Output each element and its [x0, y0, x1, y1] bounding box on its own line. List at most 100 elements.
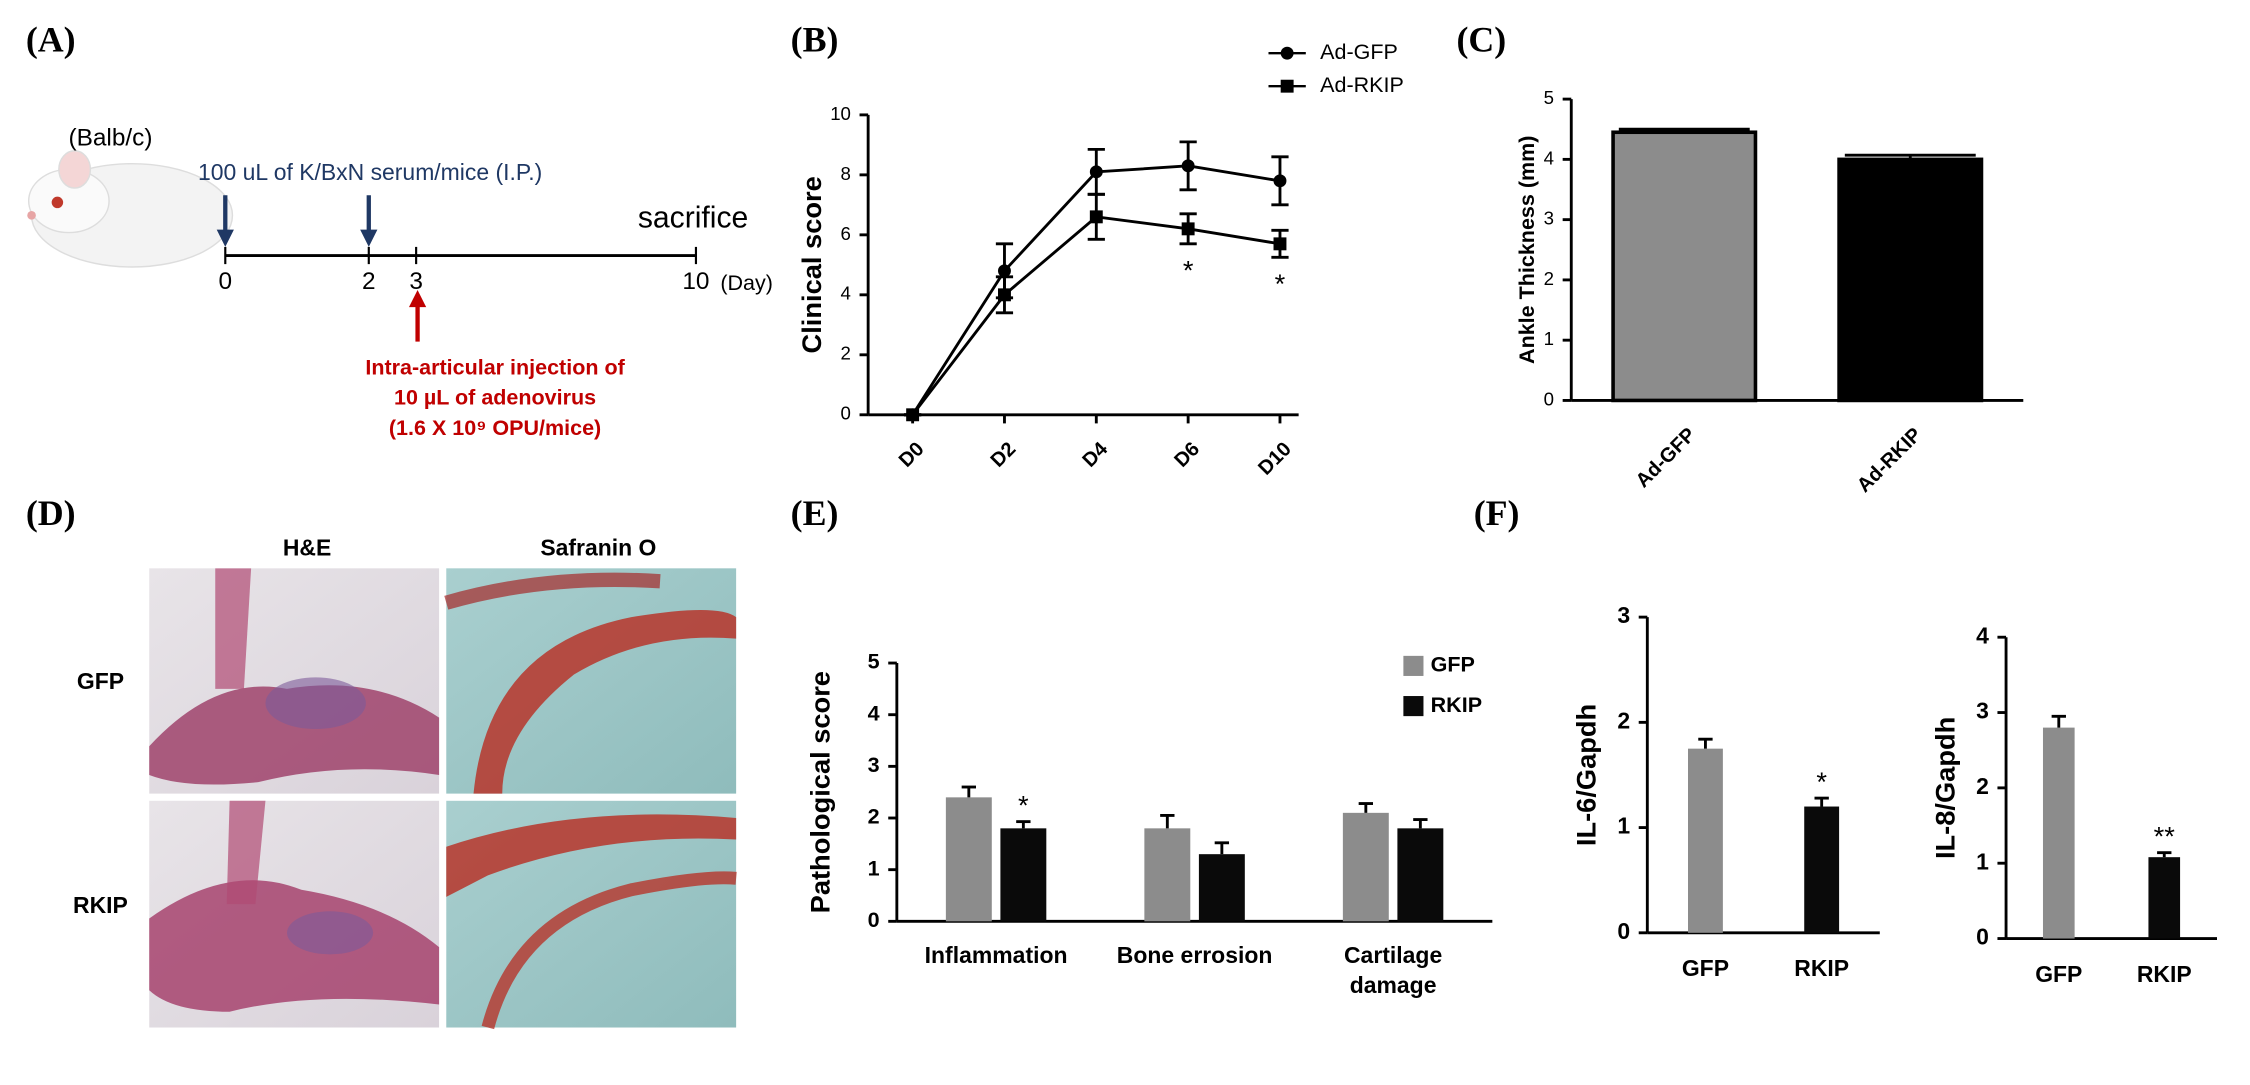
injection-text: 10 µL of adenovirus — [394, 386, 596, 410]
histology-he-rkip — [149, 800, 440, 1028]
point — [906, 408, 920, 422]
bar — [1688, 748, 1723, 933]
bar — [1397, 828, 1444, 922]
bar — [1000, 828, 1047, 922]
x-tick-label: D4 — [1078, 437, 1112, 471]
y-tick-label: 10 — [830, 103, 851, 124]
legend-label: Ad-RKIP — [1320, 73, 1404, 97]
x-tick-label: RKIP — [2137, 961, 2192, 987]
y-tick-label: 5 — [1544, 87, 1554, 108]
point — [1089, 210, 1103, 224]
y-tick-label: 0 — [1617, 918, 1630, 944]
legend-label: GFP — [1431, 653, 1475, 677]
legend-label: RKIP — [1431, 693, 1482, 717]
bar — [945, 797, 992, 922]
bar — [1611, 130, 1758, 403]
significance-label: * — [1816, 766, 1827, 797]
injection-arrow — [408, 289, 427, 342]
panel-label: (F) — [1474, 493, 1520, 533]
point — [1273, 237, 1287, 251]
row-label: GFP — [77, 668, 124, 694]
y-tick-label: 0 — [841, 403, 851, 424]
legend-marker — [1280, 46, 1294, 60]
x-tick-label: Ad-GFP — [1632, 424, 1700, 492]
serum-label: 100 uL of K/BxN serum/mice (I.P.) — [198, 159, 542, 185]
panel-label: (B) — [791, 19, 839, 59]
y-tick-label: 6 — [841, 223, 851, 244]
x-tick-label-box: Inflammation — [924, 944, 1068, 969]
histology-so-gfp — [444, 568, 737, 794]
x-tick-label: Inflammation — [924, 944, 1068, 969]
series-line — [911, 215, 1281, 416]
x-tick-label: Bone errosion — [1116, 944, 1273, 969]
bar — [2042, 727, 2075, 939]
y-tick-label: 4 — [1976, 622, 1989, 648]
day-label: 2 — [362, 268, 376, 295]
x-tick-label: D10 — [1254, 438, 1296, 480]
day-label: 3 — [409, 268, 423, 295]
serum-arrows — [216, 195, 378, 247]
histology-he-gfp — [149, 568, 440, 794]
day-unit: (Day) — [720, 271, 773, 295]
y-tick-label: 3 — [868, 753, 880, 777]
y-tick-label: 8 — [841, 163, 851, 184]
panel-label: (E) — [791, 493, 839, 533]
x-tick-label: D0 — [895, 438, 929, 472]
y-tick-label: 4 — [868, 701, 880, 725]
significance-label: * — [1275, 268, 1286, 299]
mouse-label: (Balb/c) — [68, 125, 152, 152]
point — [998, 264, 1011, 278]
point — [1181, 159, 1195, 173]
timeline-ticks — [224, 246, 698, 265]
panel-label: (C) — [1456, 19, 1506, 59]
y-tick-label: 3 — [1617, 602, 1630, 628]
y-tick-label: 1 — [1976, 848, 1989, 874]
x-tick-label: D6 — [1170, 438, 1204, 472]
y-tick-label: 1 — [1617, 813, 1630, 839]
x-tick-label: RKIP — [1794, 955, 1849, 981]
column-label: H&E — [283, 535, 331, 561]
significance-label: ** — [2154, 821, 2176, 852]
x-tick-label-box: Bone errosion — [1116, 944, 1273, 969]
y-axis-label: Clinical score — [796, 176, 827, 353]
y-tick-label: 2 — [1544, 268, 1554, 289]
panel-label: (A) — [26, 19, 76, 59]
histology-so-rkip — [446, 800, 737, 1030]
x-tick-label: D2 — [987, 438, 1021, 472]
legend-marker — [1280, 79, 1294, 93]
y-tick-label: 4 — [841, 283, 851, 304]
significance-label: * — [1018, 789, 1029, 820]
point — [998, 288, 1011, 302]
y-tick-label: 0 — [868, 908, 880, 932]
point — [1273, 174, 1287, 188]
y-tick-label: 4 — [1544, 147, 1554, 168]
y-axis-label: Ankle Thickness (mm) — [1515, 136, 1539, 364]
y-axis-label: Pathological score — [804, 671, 835, 913]
row-label: RKIP — [73, 892, 128, 918]
x-tick-label: Cartilage damage — [1343, 944, 1443, 999]
y-tick-label: 5 — [868, 650, 880, 674]
x-tick-label-box: Cartilage damage — [1343, 944, 1443, 999]
bar — [2148, 857, 2181, 939]
y-tick-label: 3 — [1544, 208, 1554, 229]
y-tick-label: 3 — [1976, 698, 1989, 724]
y-tick-label: 2 — [1617, 707, 1630, 733]
y-tick-label: 2 — [841, 343, 851, 364]
sacrifice-label: sacrifice — [638, 202, 748, 235]
day-label: 0 — [219, 268, 233, 295]
bar — [1837, 157, 1984, 403]
y-tick-label: 2 — [868, 805, 880, 829]
significance-label: * — [1183, 255, 1194, 286]
panel-label: (D) — [26, 493, 76, 533]
bar — [1804, 806, 1840, 933]
column-label: Safranin O — [540, 535, 656, 561]
y-tick-label: 1 — [1544, 328, 1554, 349]
x-tick-label: Ad-RKIP — [1853, 424, 1926, 497]
mouse-illustration — [27, 150, 234, 268]
legend-label: Ad-GFP — [1320, 40, 1398, 64]
bar — [1342, 812, 1389, 922]
injection-text: Intra-articular injection of — [365, 356, 625, 380]
y-axis-label: IL-8/Gapdh — [1929, 717, 1960, 859]
injection-text: (1.6 X 10⁹ OPU/mice) — [389, 416, 601, 440]
